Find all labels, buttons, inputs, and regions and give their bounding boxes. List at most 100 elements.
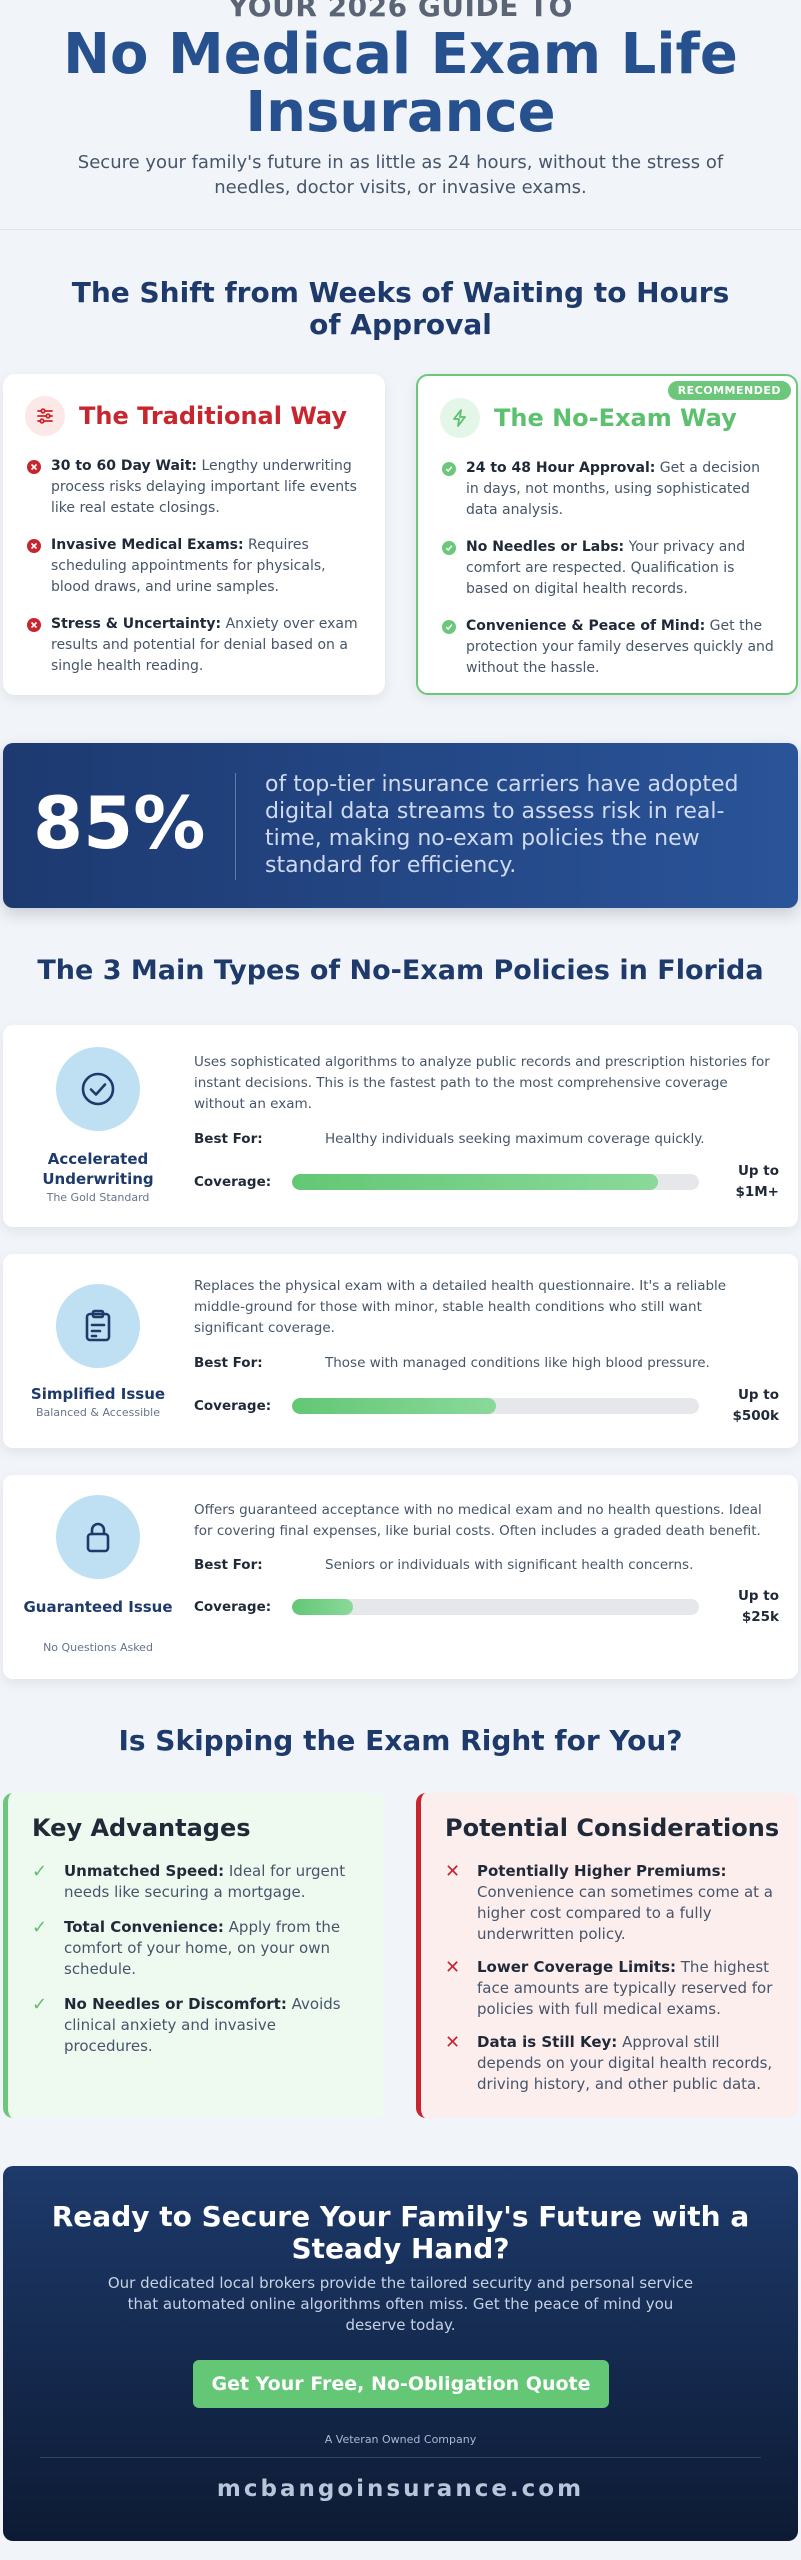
coverage-bar-fill — [292, 1174, 659, 1190]
veteran-owned-label: A Veteran Owned Company — [324, 2433, 477, 2446]
list-item: 24 to 48 Hour Approval: Get a decision i… — [442, 458, 776, 521]
check-circle-icon — [442, 541, 456, 555]
list-item: Invasive Medical Exams: Requires schedul… — [27, 535, 365, 598]
cta-section: Ready to Secure Your Family's Future wit… — [3, 2166, 798, 2541]
policy-description: Uses sophisticated algorithms to analyze… — [194, 1054, 770, 1112]
considerations-card: Potential Considerations ✕ Potentially H… — [416, 1793, 798, 2118]
checkmark-icon: ✓ — [32, 1861, 48, 1882]
coverage-label: Coverage: — [194, 1599, 272, 1615]
x-icon: ✕ — [445, 2032, 461, 2053]
lightning-icon — [440, 398, 480, 438]
item-text: Requires scheduling appointments for phy… — [51, 537, 326, 595]
coverage-value: $25k — [741, 1609, 779, 1625]
policy-card-accelerated: Accelerated Underwriting The Gold Standa… — [3, 1025, 798, 1227]
list-item: ✓ No Needles or Discomfort: Avoids clini… — [32, 1994, 367, 2057]
traditional-list: 30 to 60 Day Wait: Lengthy underwriting … — [27, 456, 365, 693]
advantages-list: ✓ Unmatched Speed: Ideal for urgent need… — [32, 1861, 367, 2071]
policy-coverage: Coverage: Up to $500k — [194, 1384, 779, 1428]
cta-divider — [40, 2457, 761, 2458]
item-heading: Invasive Medical Exams: — [51, 537, 244, 553]
noexam-title: The No-Exam Way — [494, 404, 737, 432]
policy-identity: Guaranteed Issue No Questions Asked — [3, 1475, 193, 1679]
considerations-title: Potential Considerations — [445, 1814, 780, 1842]
item-heading: 30 to 60 Day Wait: — [51, 458, 198, 474]
coverage-bar-fill — [292, 1398, 496, 1414]
list-item: ✕ Potentially Higher Premiums: Convenien… — [445, 1861, 780, 1945]
item-heading: Data is Still Key: — [477, 2033, 618, 2051]
advantages-card: Key Advantages ✓ Unmatched Speed: Ideal … — [3, 1793, 385, 2118]
best-for-value: Those with managed conditions like high … — [325, 1355, 710, 1371]
policy-name: Accelerated Underwriting — [42, 1150, 154, 1188]
best-for-label: Best For: — [194, 1131, 263, 1147]
check-circle-icon — [56, 1047, 140, 1131]
item-heading: Stress & Uncertainty: — [51, 616, 222, 632]
policy-tag: No Questions Asked — [43, 1641, 153, 1654]
coverage-bar — [292, 1599, 699, 1615]
sliders-icon — [25, 396, 65, 436]
coverage-bar — [292, 1174, 699, 1190]
traditional-card: The Traditional Way 30 to 60 Day Wait: L… — [3, 374, 385, 695]
policy-best-for: Best For: Seniors or individuals with si… — [194, 1554, 779, 1576]
item-heading: No Needles or Discomfort: — [64, 1995, 287, 2013]
coverage-bar — [292, 1398, 699, 1414]
policy-tag: The Gold Standard — [46, 1191, 150, 1204]
item-heading: Potentially Higher Premiums: — [477, 1862, 727, 1880]
cta-subtitle: Our dedicated local brokers provide the … — [107, 2274, 694, 2334]
item-text: Apply from the comfort of your home, on … — [64, 1918, 341, 1978]
policy-name: Guaranteed Issue — [23, 1598, 173, 1616]
item-text: Ideal for urgent needs like securing a m… — [64, 1862, 346, 1901]
coverage-prefix: Up to — [737, 1588, 779, 1604]
coverage-bar-fill — [292, 1599, 354, 1615]
coverage-prefix: Up to — [737, 1163, 779, 1179]
best-for-value: Seniors or individuals with significant … — [325, 1557, 694, 1573]
policy-card-guaranteed: Guaranteed Issue No Questions Asked Offe… — [3, 1475, 798, 1679]
list-item: Stress & Uncertainty: Anxiety over exam … — [27, 614, 365, 677]
x-circle-icon — [27, 539, 41, 553]
stat-number: 85% — [33, 781, 206, 865]
noexam-header: The No-Exam Way — [440, 398, 737, 438]
coverage-value: $500k — [732, 1408, 779, 1424]
checkmark-icon: ✓ — [32, 1917, 48, 1938]
item-heading: Convenience & Peace of Mind: — [466, 618, 706, 634]
policy-coverage: Coverage: Up to $1M+ — [194, 1160, 779, 1204]
item-heading: Total Convenience: — [64, 1918, 224, 1936]
coverage-label: Coverage: — [194, 1398, 272, 1414]
lock-icon — [56, 1495, 140, 1579]
item-text: Your privacy and comfort are respected. … — [466, 539, 746, 597]
website-link[interactable]: mcbangoinsurance.com — [216, 2476, 585, 2502]
x-icon: ✕ — [445, 1861, 461, 1882]
considerations-list: ✕ Potentially Higher Premiums: Convenien… — [445, 1861, 780, 2107]
item-text: Get the protection your family deserves … — [466, 618, 774, 676]
hero-title: No Medical Exam Life Insurance — [63, 22, 738, 145]
policy-card-simplified: Simplified Issue Balanced & Accessible R… — [3, 1254, 798, 1448]
noexam-card: RECOMMENDED The No-Exam Way 24 to 48 Hou… — [416, 374, 798, 695]
check-circle-icon — [442, 462, 456, 476]
coverage-amount: Up to $1M+ — [709, 1161, 779, 1203]
policy-description: Replaces the physical exam with a detail… — [194, 1278, 727, 1336]
hero-eyebrow: YOUR 2026 GUIDE TO — [228, 0, 573, 23]
coverage-amount: Up to $500k — [709, 1385, 779, 1427]
coverage-amount: Up to $25k — [709, 1586, 779, 1628]
item-heading: Unmatched Speed: — [64, 1862, 225, 1880]
coverage-value: $1M+ — [735, 1184, 779, 1200]
x-icon: ✕ — [445, 1957, 461, 1978]
list-item: ✕ Lower Coverage Limits: The highest fac… — [445, 1957, 780, 2020]
recommended-badge: RECOMMENDED — [667, 381, 791, 400]
stat-divider — [235, 773, 236, 880]
policy-best-for: Best For: Healthy individuals seeking ma… — [194, 1128, 779, 1150]
item-text: Anxiety over exam results and potential … — [51, 616, 358, 674]
policies-title: The 3 Main Types of No-Exam Policies in … — [37, 955, 764, 986]
coverage-label: Coverage: — [194, 1174, 272, 1190]
list-item: ✕ Data is Still Key: Approval still depe… — [445, 2032, 780, 2095]
get-quote-button[interactable]: Get Your Free, No-Obligation Quote — [193, 2360, 609, 2408]
policy-tag: Balanced & Accessible — [36, 1406, 160, 1419]
stat-text: of top-tier insurance carriers have adop… — [265, 772, 739, 878]
item-heading: Lower Coverage Limits: — [477, 1958, 676, 1976]
item-heading: 24 to 48 Hour Approval: — [466, 460, 656, 476]
list-item: No Needles or Labs: Your privacy and com… — [442, 537, 776, 600]
policy-coverage: Coverage: Up to $25k — [194, 1585, 779, 1629]
policy-description: Offers guaranteed acceptance with no med… — [194, 1502, 762, 1539]
checkmark-icon: ✓ — [32, 1994, 48, 2015]
item-heading: No Needles or Labs: — [466, 539, 625, 555]
hero-subtitle: Secure your family's future in as little… — [77, 152, 724, 198]
